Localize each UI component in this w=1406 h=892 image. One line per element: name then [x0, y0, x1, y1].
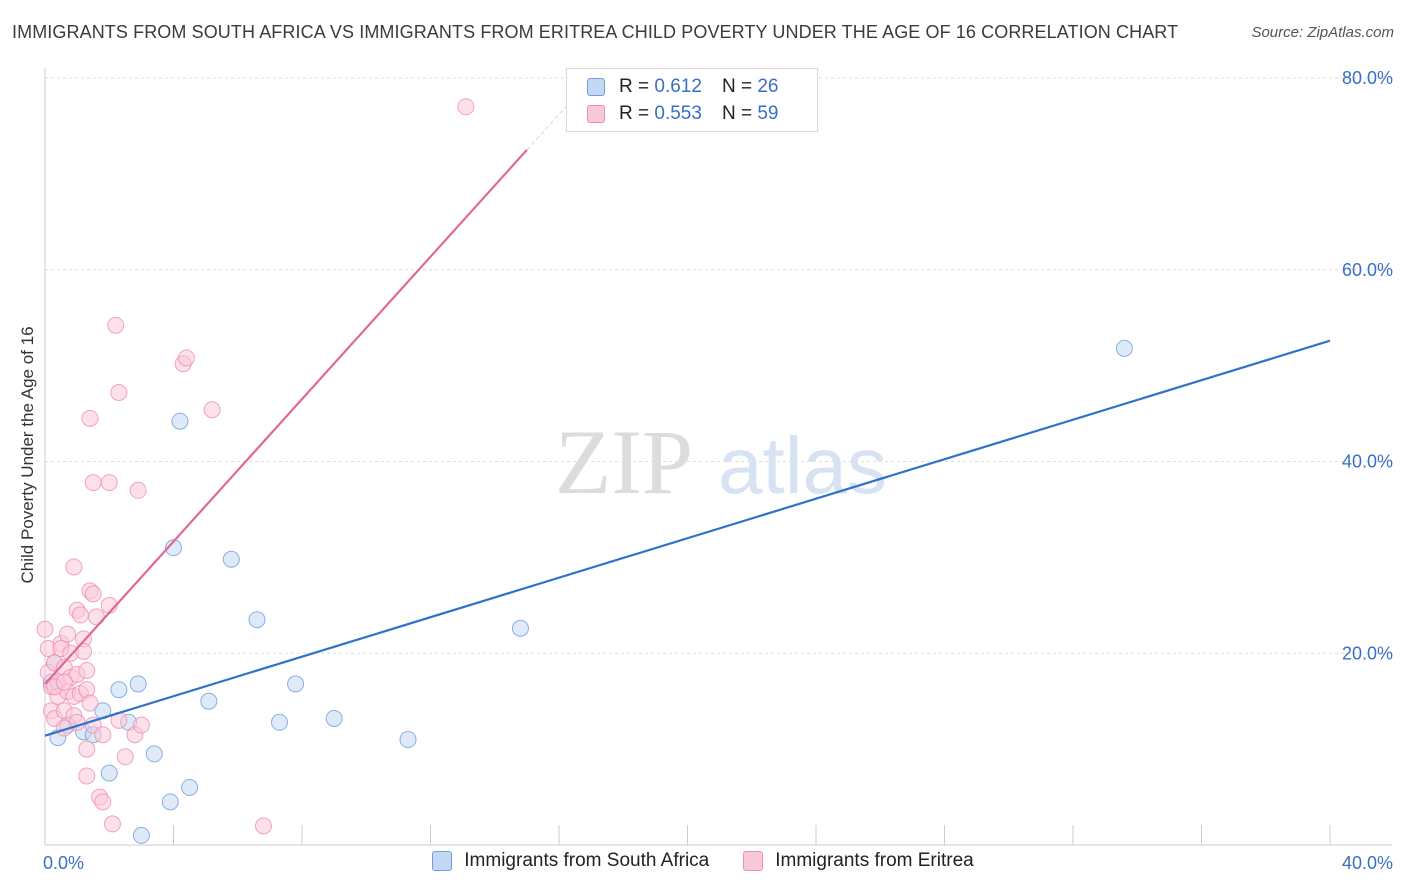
x-tick-label: 0.0% [43, 853, 84, 873]
point-eritrea [457, 98, 475, 116]
chart-title: IMMIGRANTS FROM SOUTH AFRICA VS IMMIGRAN… [12, 22, 1179, 42]
y-axis-label: Child Poverty Under the Age of 16 [18, 326, 37, 584]
point-eritrea [103, 815, 121, 833]
point-eritrea [75, 642, 93, 660]
point-eritrea [78, 740, 96, 758]
trend-lines [44, 71, 1331, 737]
point-eritrea [84, 474, 102, 492]
legend-swatch-south-africa [587, 78, 605, 96]
point-eritrea [94, 793, 112, 811]
point-eritrea [107, 316, 125, 334]
point-south-africa [399, 731, 417, 749]
point-eritrea [203, 401, 221, 419]
y-tick-label: 80.0% [1342, 68, 1393, 88]
point-south-africa [511, 619, 529, 637]
trend-line-eritrea [44, 149, 528, 685]
watermark-zip: ZIP [555, 411, 693, 513]
legend-swatch-eritrea [587, 105, 605, 123]
point-eritrea [84, 585, 102, 603]
point-eritrea [78, 662, 96, 680]
correlation-legend: R = 0.612 N = 26 R = 0.553 N = 59 [566, 68, 818, 132]
point-south-africa [145, 745, 163, 763]
point-eritrea [36, 620, 54, 638]
legend-n-value: 26 [757, 76, 779, 97]
point-south-africa [325, 709, 343, 727]
point-south-africa [287, 675, 305, 693]
point-eritrea [116, 748, 134, 766]
legend-row-eritrea: R = 0.553 N = 59 [587, 101, 778, 127]
y-tick-label: 40.0% [1342, 452, 1393, 472]
point-eritrea [94, 726, 112, 744]
legend-row-south-africa: R = 0.612 N = 26 [587, 74, 778, 100]
legend-n-label: N = [721, 76, 753, 97]
watermark-atlas: atlas [718, 421, 887, 510]
tick-labels: 20.0% 40.0% 60.0% 80.0% 0.0% 40.0% [43, 68, 1393, 873]
x-tick-label: 40.0% [1342, 853, 1393, 873]
point-south-africa [132, 826, 150, 844]
point-eritrea [81, 694, 99, 712]
point-south-africa [181, 778, 199, 796]
chart-source: Source: ZipAtlas.com [1251, 24, 1394, 41]
legend-label-south-africa: Immigrants from South Africa [464, 850, 710, 871]
point-south-africa [248, 611, 266, 629]
point-eritrea [78, 767, 96, 785]
y-tick-label: 20.0% [1342, 643, 1393, 663]
point-south-africa [129, 675, 147, 693]
point-eritrea [71, 606, 89, 624]
point-south-africa [200, 692, 218, 710]
gridlines [45, 77, 1392, 654]
point-south-africa [1115, 339, 1133, 357]
point-eritrea [81, 409, 99, 427]
data-points [36, 98, 1133, 844]
legend-swatch-south-africa [432, 851, 453, 871]
point-eritrea [87, 608, 105, 626]
point-eritrea [58, 625, 76, 643]
legend-r-value: 0.553 [654, 103, 702, 124]
legend-swatch-eritrea [743, 851, 764, 871]
trend-line-south-africa [44, 339, 1331, 737]
legend-r-label: R = [619, 76, 650, 97]
point-south-africa [100, 764, 118, 782]
legend-r-label: R = [619, 103, 650, 124]
legend-n-value: 59 [757, 103, 779, 124]
y-tick-label: 60.0% [1342, 260, 1393, 280]
point-south-africa [222, 550, 240, 568]
watermark: ZIP atlas [555, 411, 887, 513]
point-eritrea [65, 558, 83, 576]
legend-r-value: 0.612 [654, 76, 702, 97]
point-south-africa [110, 681, 128, 699]
legend-item-south-africa[interactable]: Immigrants from South Africa [432, 850, 709, 872]
point-south-africa [165, 539, 182, 557]
point-eritrea [100, 474, 118, 492]
legend-label-eritrea: Immigrants from Eritrea [775, 850, 974, 871]
point-south-africa [161, 793, 179, 811]
point-south-africa [171, 412, 189, 430]
point-eritrea [132, 716, 150, 734]
point-eritrea [110, 383, 128, 401]
point-eritrea [177, 349, 195, 367]
legend-item-eritrea[interactable]: Immigrants from Eritrea [743, 850, 974, 872]
point-south-africa [271, 713, 289, 731]
series-legend: Immigrants from South Africa Immigrants … [0, 850, 1406, 872]
point-eritrea [129, 481, 147, 499]
point-eritrea [55, 673, 73, 691]
legend-n-label: N = [721, 103, 753, 124]
point-eritrea [254, 817, 272, 835]
